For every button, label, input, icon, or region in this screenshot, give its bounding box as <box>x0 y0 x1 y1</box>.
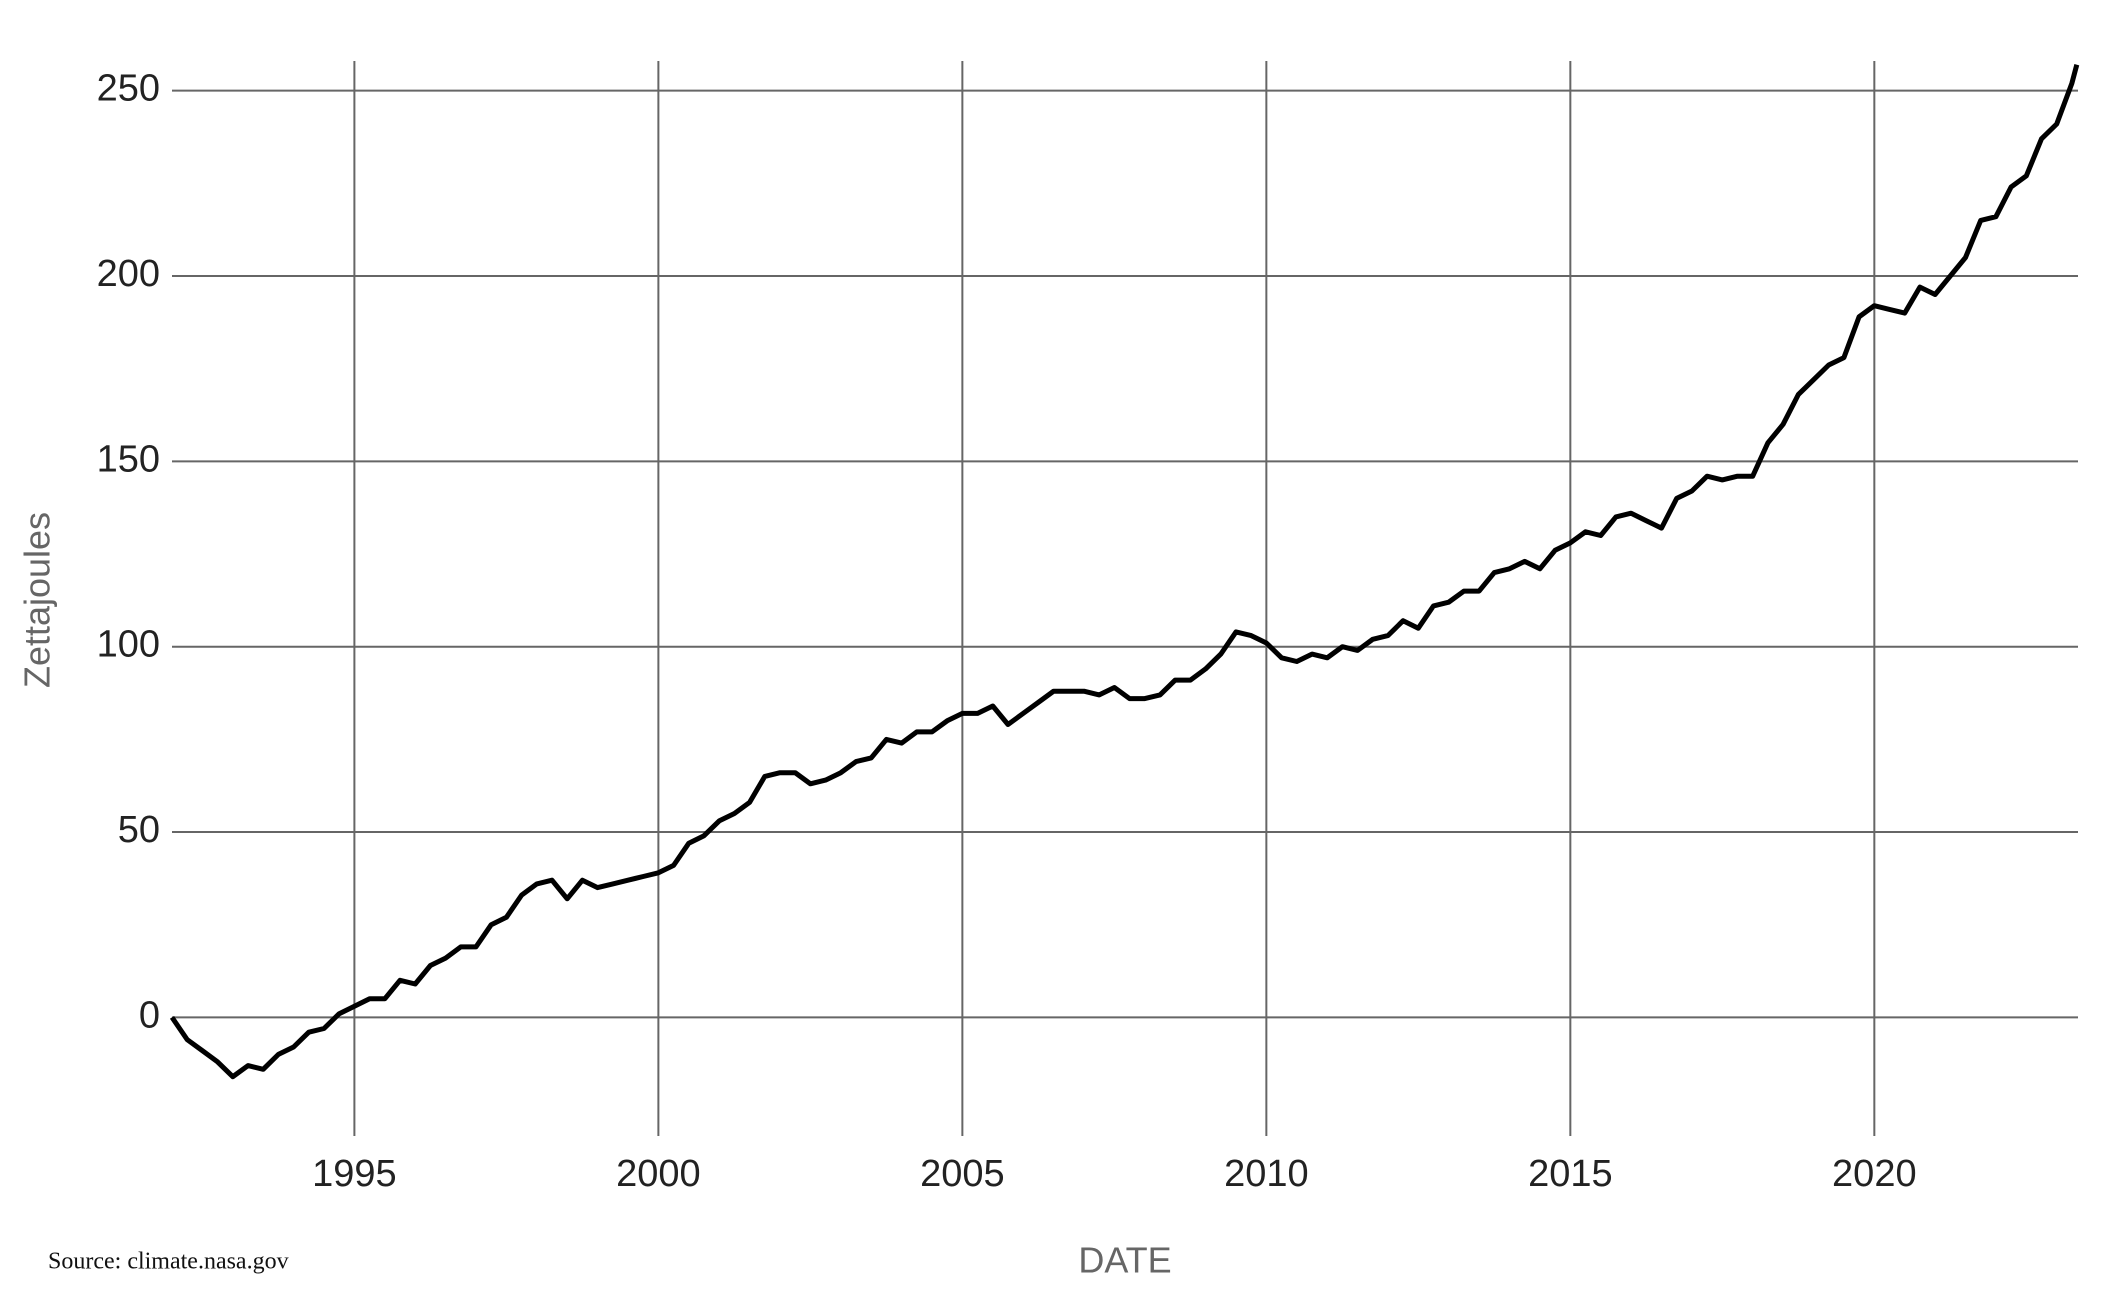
x-tick-label: 2020 <box>1832 1153 1917 1195</box>
y-tick-label: 150 <box>97 438 160 480</box>
y-axis-title: Zettajoules <box>17 512 58 688</box>
data-line <box>169 64 2080 1080</box>
source-note: Source: climate.nasa.gov <box>48 1249 289 1275</box>
y-tick-label: 200 <box>97 253 160 295</box>
x-axis-title: DATE <box>1078 1240 1171 1281</box>
y-tick-label: 250 <box>97 68 160 110</box>
x-tick-label: 2015 <box>1528 1153 1613 1195</box>
x-tick-label: 2000 <box>616 1153 701 1195</box>
y-tick-label: 50 <box>118 809 160 851</box>
x-tick-label: 2005 <box>920 1153 1005 1195</box>
y-tick-label: 100 <box>97 624 160 666</box>
y-tick-label: 0 <box>139 994 160 1036</box>
x-tick-label: 1995 <box>312 1153 397 1195</box>
x-tick-label: 2010 <box>1224 1153 1309 1195</box>
